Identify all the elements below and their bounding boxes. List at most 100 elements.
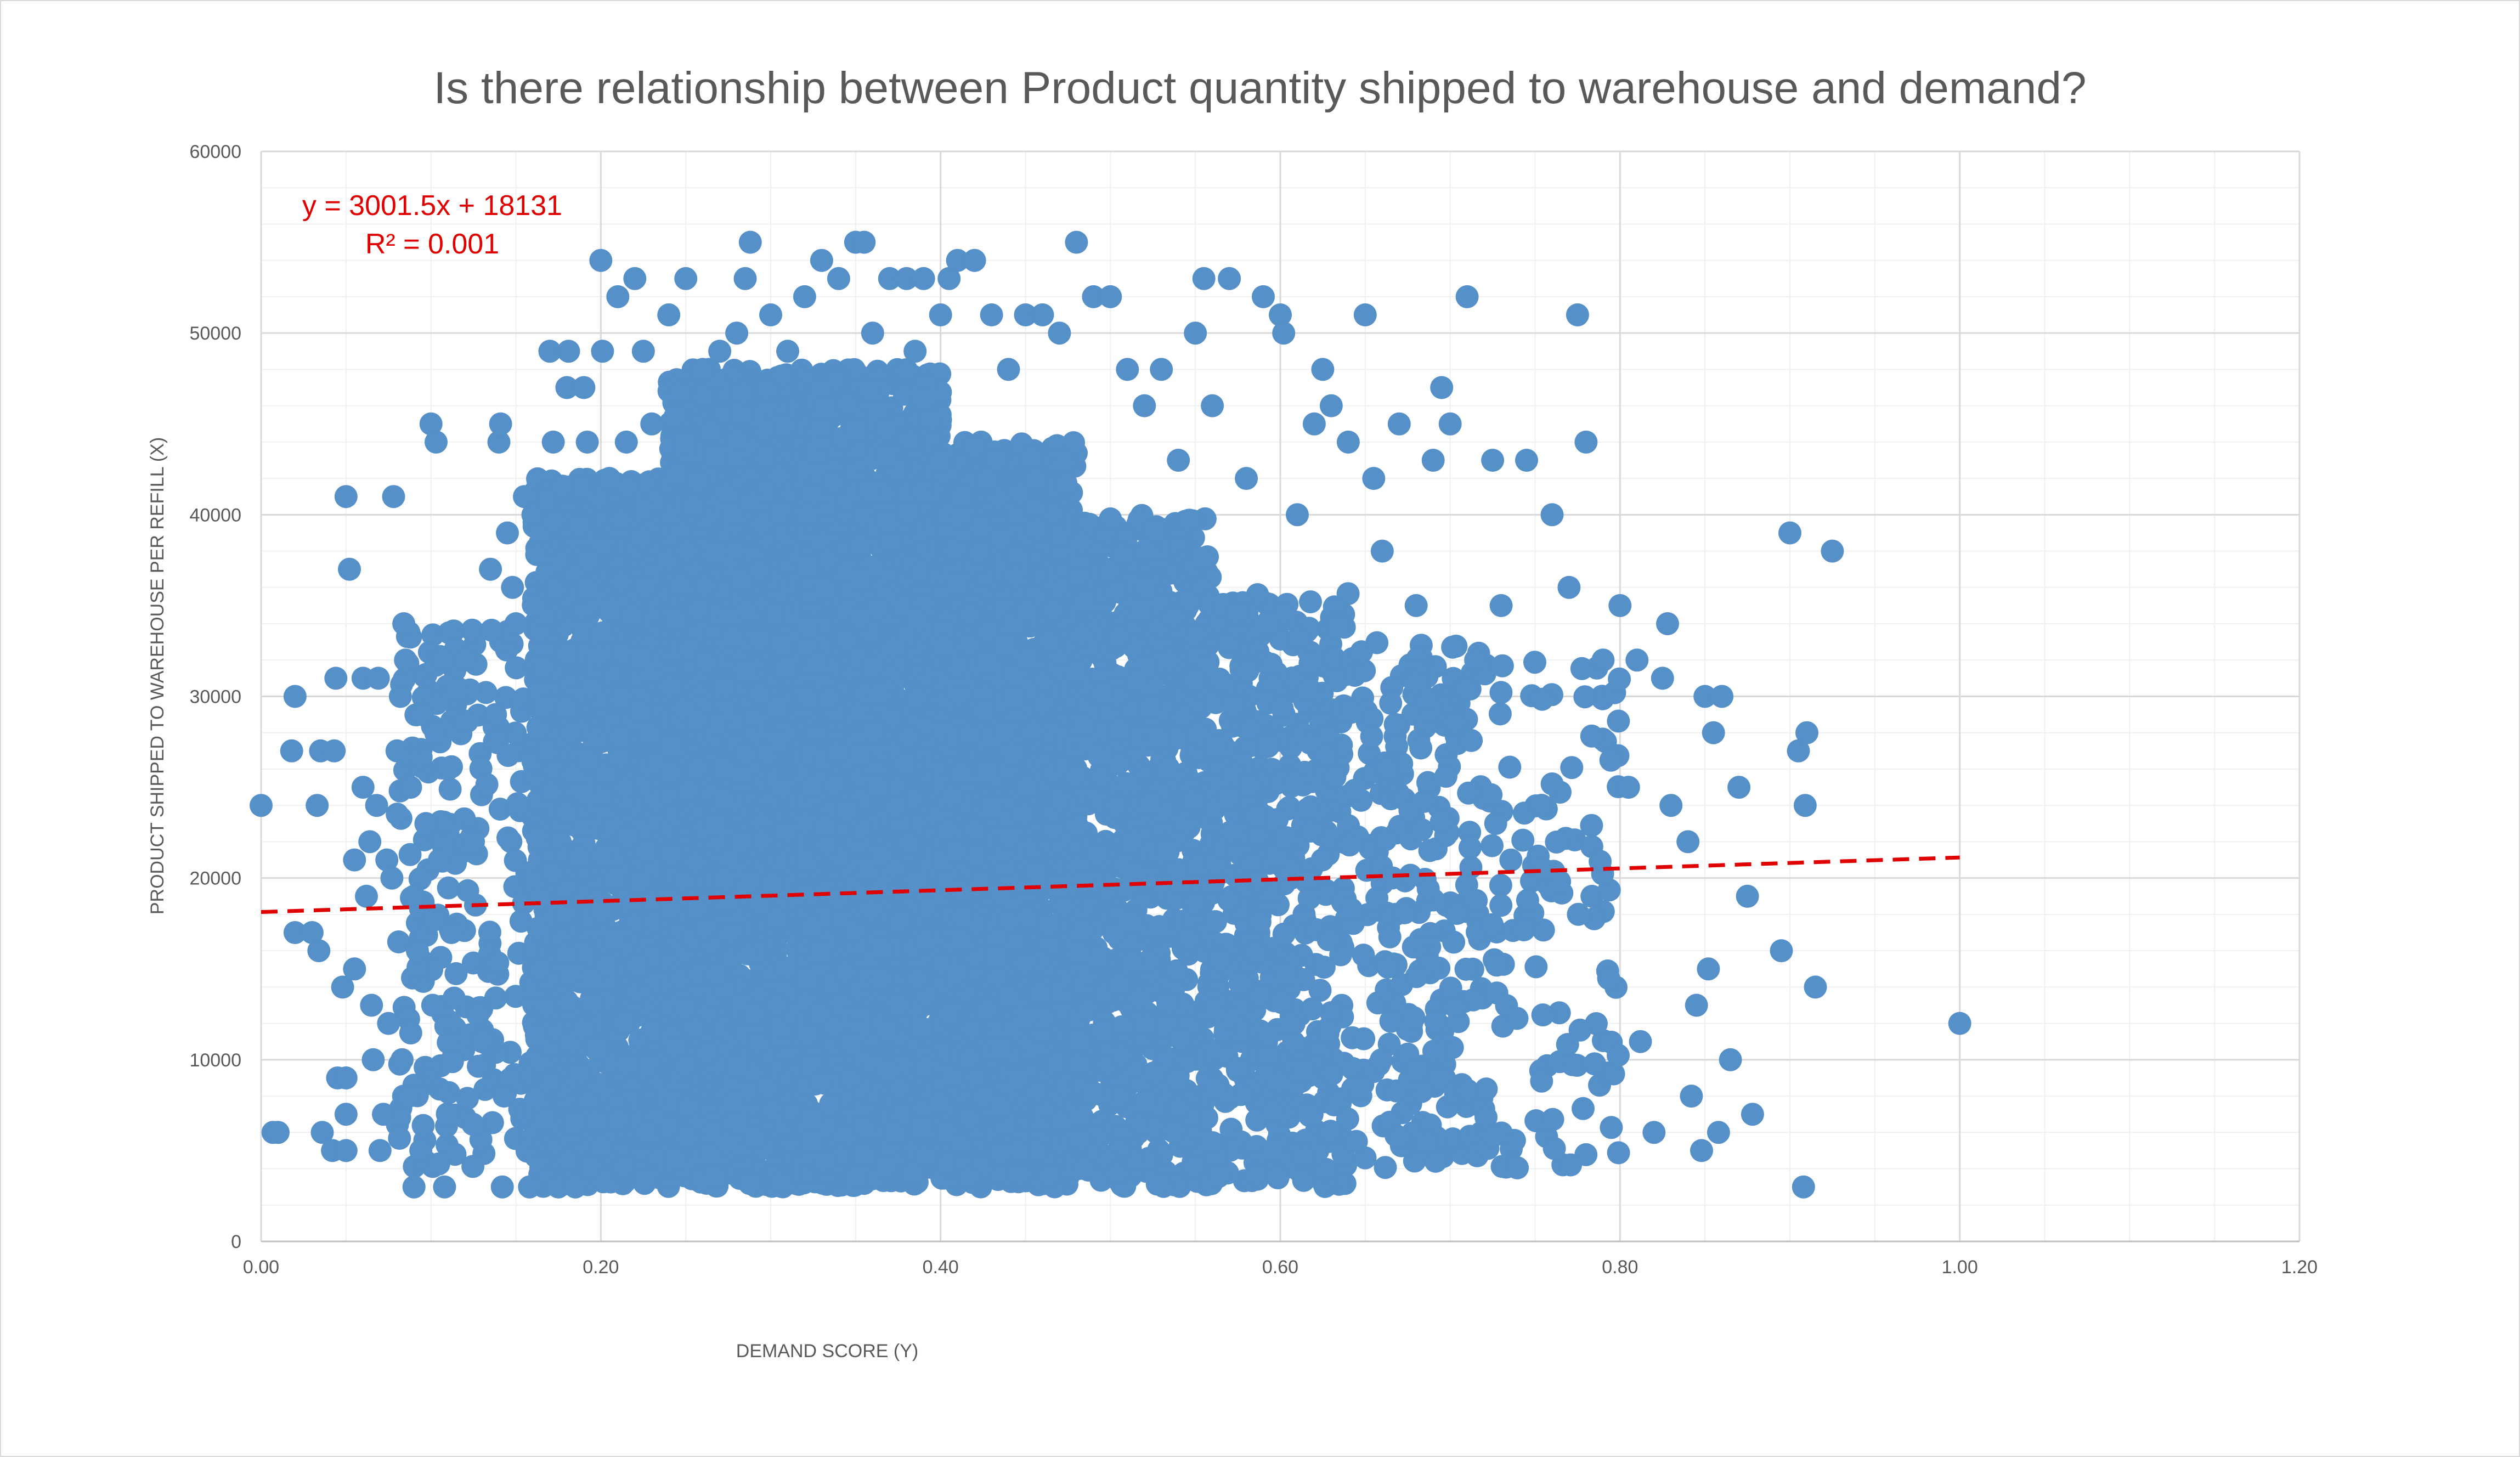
y-tick-label: 30000 bbox=[189, 687, 241, 708]
data-point bbox=[658, 760, 682, 784]
data-point bbox=[481, 1111, 504, 1134]
data-point bbox=[626, 954, 649, 978]
data-point bbox=[444, 962, 468, 985]
data-point bbox=[609, 686, 632, 709]
data-point bbox=[461, 1155, 485, 1178]
data-point bbox=[488, 798, 512, 821]
points-layer bbox=[250, 230, 1971, 1199]
data-point bbox=[437, 1031, 460, 1054]
data-point bbox=[456, 879, 479, 902]
data-point bbox=[693, 650, 717, 674]
data-point bbox=[615, 1053, 639, 1076]
data-point bbox=[461, 1112, 485, 1136]
data-point bbox=[725, 1054, 749, 1078]
data-point bbox=[730, 567, 753, 591]
data-point bbox=[388, 1127, 411, 1150]
data-point bbox=[702, 1165, 726, 1188]
x-tick-label: 0.20 bbox=[583, 1257, 619, 1278]
data-point bbox=[460, 618, 484, 642]
data-point bbox=[572, 940, 595, 964]
data-point bbox=[597, 599, 620, 623]
data-point bbox=[635, 1121, 659, 1144]
data-point bbox=[422, 908, 446, 931]
y-tick-label: 10000 bbox=[189, 1050, 241, 1071]
data-point bbox=[628, 701, 652, 724]
data-point bbox=[682, 1016, 705, 1040]
data-point bbox=[608, 746, 631, 769]
data-point bbox=[767, 465, 791, 488]
data-point bbox=[755, 377, 779, 401]
data-point bbox=[570, 1017, 594, 1041]
data-point bbox=[664, 1147, 688, 1170]
data-point bbox=[721, 1089, 745, 1113]
data-point bbox=[747, 682, 771, 706]
data-point bbox=[668, 381, 692, 404]
data-point bbox=[467, 1054, 490, 1078]
data-point bbox=[601, 927, 625, 951]
data-point bbox=[767, 695, 790, 719]
data-point bbox=[663, 607, 687, 631]
data-point bbox=[575, 577, 599, 600]
data-point bbox=[486, 951, 510, 975]
data-point bbox=[609, 507, 632, 531]
data-point bbox=[712, 787, 736, 810]
data-point bbox=[505, 656, 528, 680]
data-point bbox=[553, 942, 577, 966]
y-tick-label: 60000 bbox=[189, 142, 241, 162]
data-point bbox=[739, 1171, 762, 1195]
data-point bbox=[664, 463, 688, 487]
data-point bbox=[480, 618, 504, 642]
data-point bbox=[722, 503, 746, 527]
data-point bbox=[455, 710, 479, 733]
data-point bbox=[589, 900, 613, 923]
data-point bbox=[659, 843, 683, 866]
data-point bbox=[609, 569, 632, 593]
data-point bbox=[566, 845, 590, 869]
data-point bbox=[633, 575, 657, 599]
data-point bbox=[590, 621, 614, 645]
data-point bbox=[561, 762, 584, 786]
data-point bbox=[543, 758, 567, 781]
data-point bbox=[694, 574, 717, 597]
y-tick-label: 0 bbox=[231, 1232, 241, 1252]
data-point bbox=[663, 405, 687, 428]
data-point bbox=[615, 824, 639, 848]
data-point bbox=[438, 777, 462, 801]
data-point bbox=[633, 472, 657, 496]
data-point bbox=[612, 1011, 636, 1035]
x-tick-label: 1.00 bbox=[1942, 1257, 1978, 1278]
data-point bbox=[576, 748, 600, 772]
data-point bbox=[660, 734, 683, 758]
data-point bbox=[634, 1167, 658, 1191]
data-point bbox=[522, 593, 545, 617]
data-point bbox=[528, 887, 552, 911]
axis-layer: 0.00 0.20 0.40 0.60 0.80 1.00 1.20010000200003… bbox=[189, 142, 2318, 1278]
data-point bbox=[398, 843, 422, 866]
data-point bbox=[386, 803, 409, 826]
data-point bbox=[590, 845, 614, 868]
data-point bbox=[767, 729, 790, 753]
data-point bbox=[736, 942, 759, 965]
data-point bbox=[555, 800, 579, 824]
data-point bbox=[584, 1037, 608, 1061]
data-point bbox=[527, 917, 550, 940]
data-point bbox=[544, 578, 568, 601]
data-point bbox=[399, 1021, 422, 1044]
data-point bbox=[725, 428, 749, 451]
x-tick-label: 0.00 bbox=[243, 1257, 279, 1278]
data-point bbox=[676, 780, 699, 803]
data-point bbox=[641, 889, 664, 913]
data-point bbox=[499, 830, 523, 854]
data-point bbox=[713, 675, 737, 699]
data-point bbox=[771, 776, 794, 800]
data-point bbox=[569, 781, 593, 805]
data-point bbox=[504, 985, 527, 1008]
data-point bbox=[406, 956, 430, 979]
data-point bbox=[569, 1062, 592, 1086]
data-point bbox=[772, 415, 796, 438]
data-point bbox=[589, 1136, 613, 1159]
data-point bbox=[765, 993, 788, 1016]
x-tick-label: 0.60 bbox=[1262, 1257, 1298, 1278]
data-point bbox=[774, 657, 798, 680]
data-point bbox=[675, 539, 698, 563]
